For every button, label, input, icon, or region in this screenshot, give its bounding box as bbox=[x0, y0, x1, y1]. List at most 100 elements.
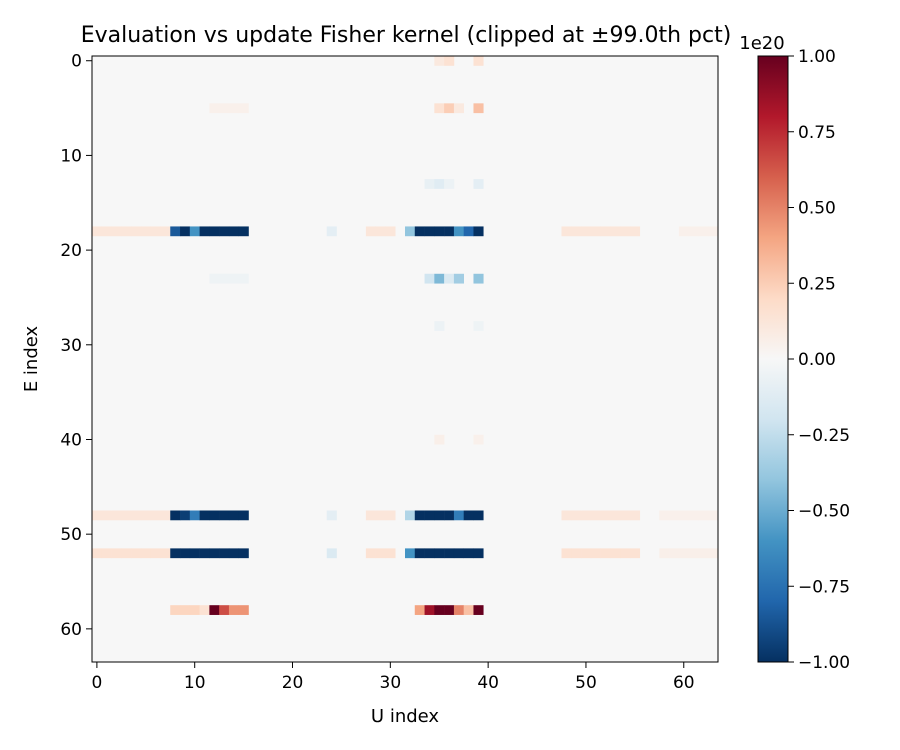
heatmap-cell bbox=[189, 226, 200, 237]
heatmap-cell bbox=[473, 226, 484, 237]
heatmap-cell bbox=[473, 273, 484, 284]
heatmap-cell bbox=[150, 510, 161, 521]
heatmap-cell bbox=[101, 510, 112, 521]
x-tick-label: 20 bbox=[282, 673, 304, 693]
heatmap-cell bbox=[238, 273, 249, 284]
colorbar-tick-label: 0.75 bbox=[798, 123, 836, 143]
heatmap-cell bbox=[590, 226, 601, 237]
heatmap-cell bbox=[326, 548, 337, 559]
heatmap-cell bbox=[698, 226, 709, 237]
heatmap-cell bbox=[463, 605, 474, 615]
heatmap-cell bbox=[473, 605, 484, 615]
heatmap-cell bbox=[620, 510, 631, 521]
heatmap-cell bbox=[473, 434, 484, 445]
heatmap-cell bbox=[209, 226, 220, 237]
heatmap-cell bbox=[571, 510, 582, 521]
heatmap-cell bbox=[140, 226, 151, 237]
heatmap-cell bbox=[424, 548, 435, 559]
heatmap-cell bbox=[365, 510, 376, 521]
heatmap-cell bbox=[170, 605, 181, 615]
heatmap-cell bbox=[131, 510, 142, 521]
heatmap-cell bbox=[219, 103, 230, 114]
heatmap-cell bbox=[629, 548, 641, 559]
x-tick-label: 50 bbox=[575, 673, 597, 693]
heatmap-cell bbox=[140, 510, 151, 521]
heatmap-cell bbox=[150, 226, 161, 237]
heatmap-cell bbox=[669, 548, 680, 559]
heatmap-cell bbox=[238, 226, 249, 237]
heatmap-cell bbox=[629, 510, 641, 521]
heatmap-cell bbox=[678, 226, 689, 237]
heatmap-cell bbox=[659, 510, 670, 521]
x-tick-label: 40 bbox=[477, 673, 499, 693]
colorbar-tick-label: 0.50 bbox=[798, 199, 836, 219]
heatmap-cell bbox=[453, 548, 464, 559]
heatmap-cell bbox=[131, 548, 142, 559]
heatmap-cell bbox=[414, 226, 425, 237]
heatmap-cell bbox=[228, 605, 240, 615]
heatmap-cell bbox=[414, 510, 425, 521]
y-axis-label: E index bbox=[21, 325, 42, 392]
heatmap-cell bbox=[238, 605, 249, 615]
heatmap-cell bbox=[405, 548, 416, 559]
heatmap-cell bbox=[610, 226, 621, 237]
colorbar-tick-label: −0.25 bbox=[798, 426, 850, 446]
heatmap-cell bbox=[473, 321, 484, 331]
heatmap-cell bbox=[365, 226, 376, 237]
heatmap-cell bbox=[170, 226, 181, 237]
heatmap-cell bbox=[561, 548, 572, 559]
heatmap-cell bbox=[140, 548, 151, 559]
heatmap-cell bbox=[228, 226, 240, 237]
heatmap-cell bbox=[444, 103, 455, 114]
heatmap-cell bbox=[698, 510, 709, 521]
heatmap-cell bbox=[92, 510, 103, 521]
heatmap-cell bbox=[600, 510, 611, 521]
heatmap-cell bbox=[463, 510, 474, 521]
y-tick-label: 0 bbox=[71, 52, 82, 72]
heatmap-cell bbox=[444, 273, 455, 284]
heatmap-cell bbox=[444, 548, 455, 559]
heatmap-cell bbox=[444, 179, 455, 189]
heatmap-cell bbox=[473, 510, 484, 521]
heatmap-cell bbox=[434, 103, 445, 114]
heatmap-cell bbox=[571, 226, 582, 237]
heatmap-cell bbox=[453, 273, 464, 284]
y-tick-label: 10 bbox=[60, 146, 82, 166]
colorbar-scale-label: 1e20 bbox=[739, 33, 784, 54]
heatmap-cell bbox=[424, 273, 435, 284]
heatmap-cell bbox=[434, 273, 445, 284]
heatmap-cell bbox=[121, 226, 132, 237]
colorbar-tick-label: −0.75 bbox=[798, 577, 850, 597]
heatmap-cell bbox=[101, 548, 112, 559]
chart-title: Evaluation vs update Fisher kernel (clip… bbox=[81, 23, 732, 48]
heatmap-cell bbox=[385, 510, 396, 521]
heatmap-cell bbox=[111, 226, 122, 237]
colorbar-tick-label: −1.00 bbox=[798, 653, 850, 673]
heatmap-cell bbox=[590, 510, 601, 521]
heatmap-cell bbox=[209, 548, 220, 559]
heatmap-cell bbox=[189, 605, 200, 615]
y-axis: 0 10 20 30 40 50 60 bbox=[60, 52, 92, 640]
heatmap-cell bbox=[610, 510, 621, 521]
heatmap-cell bbox=[189, 510, 200, 521]
heatmap-cell bbox=[444, 510, 455, 521]
heatmap-cell bbox=[581, 510, 592, 521]
heatmap-cell bbox=[228, 510, 240, 521]
heatmap-cell bbox=[150, 548, 161, 559]
heatmap-cell bbox=[581, 226, 592, 237]
heatmap-cell bbox=[180, 510, 191, 521]
heatmap-cell bbox=[708, 510, 719, 521]
heatmap-cell bbox=[581, 548, 592, 559]
heatmap-cell bbox=[688, 548, 699, 559]
heatmap-cell bbox=[209, 510, 220, 521]
heatmap-cell bbox=[688, 226, 699, 237]
heatmap-cell bbox=[444, 56, 455, 66]
heatmap-cell bbox=[659, 548, 670, 559]
heatmap-cell bbox=[453, 510, 464, 521]
heatmap-cell bbox=[434, 321, 445, 331]
heatmap-cell bbox=[600, 226, 611, 237]
heatmap-cell bbox=[424, 179, 435, 189]
heatmap-cell bbox=[209, 273, 220, 284]
heatmap-cell bbox=[228, 273, 240, 284]
